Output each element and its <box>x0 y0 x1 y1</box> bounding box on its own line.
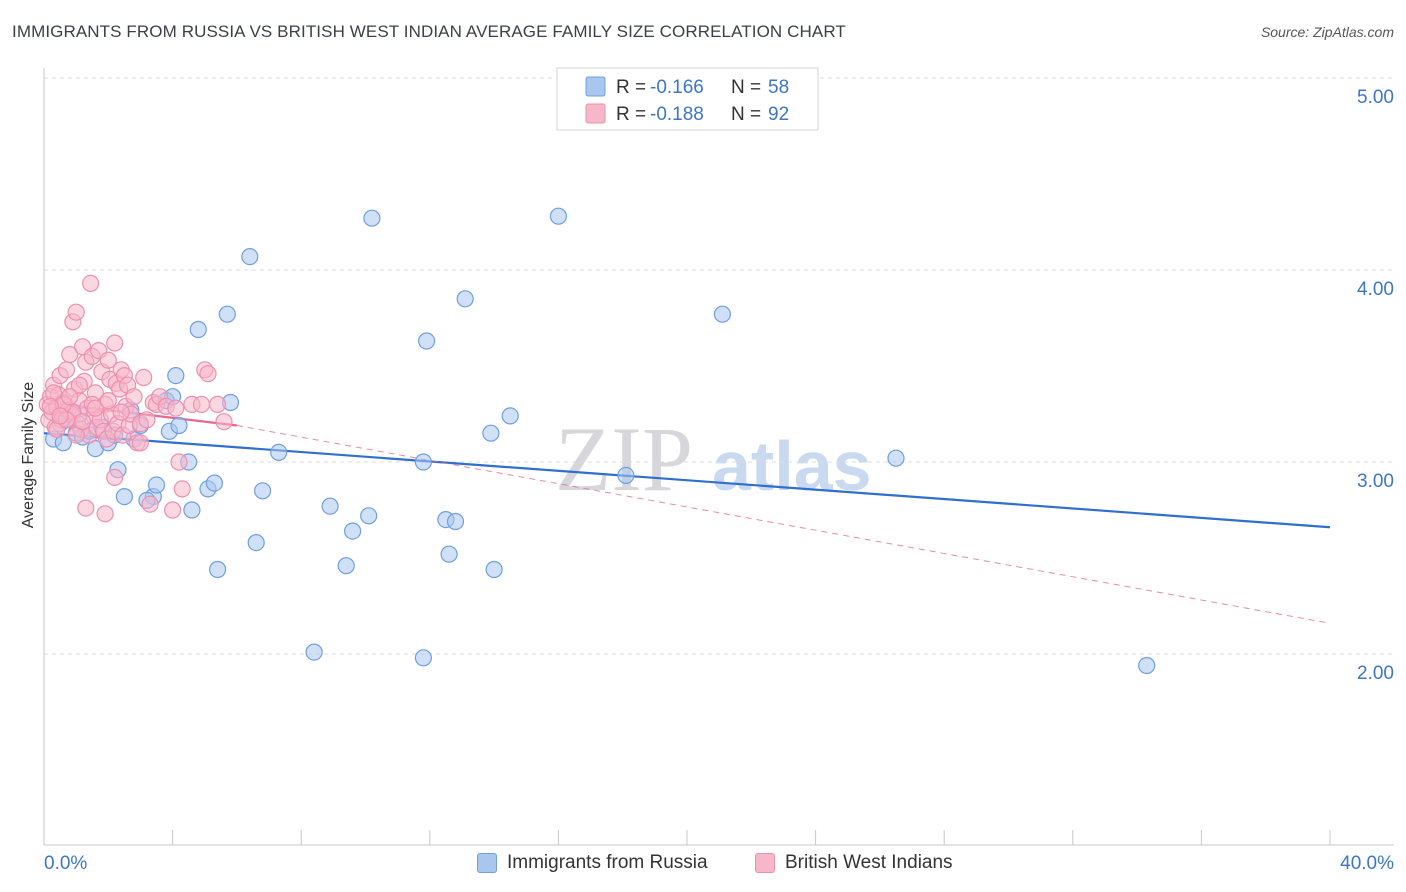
russia-point-25 <box>209 560 227 579</box>
russia-point-22 <box>189 320 207 339</box>
russia-point-45 <box>482 424 500 442</box>
bwi-point-42 <box>106 334 124 352</box>
bwi-point-18 <box>67 303 85 321</box>
legend-swatch-pink <box>585 103 606 124</box>
bwi-point-70 <box>199 365 217 383</box>
bwi-point-64 <box>167 399 185 417</box>
gridlines <box>44 77 1394 655</box>
y-axis-label: Average Family Size <box>20 382 37 529</box>
legend-n-label-pink: N = <box>731 104 761 125</box>
bwi-point-89 <box>61 388 79 406</box>
series-legend: Immigrants from Russia British West Indi… <box>0 852 1406 878</box>
russia-point-44 <box>456 290 474 308</box>
bwi-point-87 <box>112 403 130 421</box>
data-points <box>38 207 1156 675</box>
x-tick-label-right: 40.0% <box>1340 853 1394 874</box>
russia-point-46 <box>485 560 503 579</box>
russia-point-18 <box>167 367 185 385</box>
bwi-point-12 <box>57 361 76 379</box>
bwi-point-14 <box>61 345 79 364</box>
series-legend-item-russia: Immigrants from Russia <box>477 852 708 874</box>
russia-point-52 <box>1138 656 1156 675</box>
russia-point-36 <box>360 507 378 525</box>
russia-point-26 <box>218 305 236 323</box>
bwi-point-72 <box>215 413 233 431</box>
russia-point-10 <box>115 488 134 506</box>
source-credit: Source: ZipAtlas.com <box>1260 24 1394 40</box>
russia-point-29 <box>247 533 265 552</box>
y-tick-label-2: 4.00 <box>1357 279 1394 300</box>
bwi-point-68 <box>192 395 211 413</box>
bwi-point-84 <box>70 376 89 394</box>
russia-point-33 <box>321 497 339 515</box>
russia-point-32 <box>305 643 323 661</box>
bwi-point-77 <box>106 468 124 486</box>
russia-point-48 <box>549 207 568 225</box>
russia-point-43 <box>446 512 465 531</box>
russia-point-24 <box>205 474 223 492</box>
russia-point-42 <box>440 545 458 563</box>
bwi-point-53 <box>125 388 143 406</box>
legend-r-label-blue: R = <box>616 77 646 98</box>
bwi-point-56 <box>135 368 153 387</box>
russia-point-38 <box>414 453 432 471</box>
legend-r-value-pink: -0.188 <box>650 104 704 125</box>
legend-r-label-pink: R = <box>616 104 646 125</box>
russia-point-34 <box>337 557 355 575</box>
russia-point-30 <box>254 482 272 500</box>
bwi-point-58 <box>141 495 159 513</box>
series-swatch-bwi <box>755 853 775 873</box>
bwi-point-66 <box>173 480 191 498</box>
legend: R = -0.166 N = 58 R = -0.188 N = 92 <box>556 67 819 131</box>
russia-point-15 <box>147 476 166 494</box>
watermark: ZIP atlas <box>555 408 872 510</box>
bwi-point-86 <box>99 392 117 410</box>
series-label-bwi: British West Indians <box>785 852 953 873</box>
legend-swatch-blue <box>585 76 606 97</box>
y-tick-label-3: 5.00 <box>1357 87 1394 108</box>
bwi-point-85 <box>86 399 105 417</box>
legend-n-value-blue: 58 <box>768 77 789 98</box>
axes <box>43 68 1394 846</box>
russia-point-49 <box>617 466 635 484</box>
bwi-point-90 <box>73 413 92 431</box>
chart-title: IMMIGRANTS FROM RUSSIA VS BRITISH WEST I… <box>12 22 846 41</box>
legend-n-value-pink: 92 <box>768 104 789 125</box>
legend-n-label-blue: N = <box>731 77 761 98</box>
x-tick-label-left: 0.0% <box>44 853 87 874</box>
legend-r-value-blue: -0.166 <box>650 77 704 98</box>
bwi-point-91 <box>131 434 149 452</box>
watermark-atlas: atlas <box>712 427 872 505</box>
bwi-point-63 <box>164 501 182 519</box>
bwi-trend-extension <box>236 425 1331 624</box>
bwi-point-38 <box>99 351 117 369</box>
watermark-zip: ZIP <box>555 408 693 510</box>
series-swatch-russia <box>477 853 497 873</box>
bwi-point-57 <box>138 411 156 429</box>
russia-point-51 <box>887 449 905 467</box>
bwi-point-88 <box>51 407 69 425</box>
russia-point-50 <box>713 305 732 323</box>
russia-point-31 <box>270 443 288 461</box>
series-legend-item-bwi: British West Indians <box>755 852 953 874</box>
russia-point-47 <box>501 407 519 425</box>
russia-point-37 <box>363 209 381 227</box>
bwi-point-75 <box>77 499 95 517</box>
bwi-point-27 <box>81 274 100 292</box>
y-tick-labels: 2.00 3.00 4.00 5.00 <box>1357 87 1394 684</box>
russia-point-39 <box>414 649 432 667</box>
russia-point-35 <box>344 522 362 540</box>
bwi-point-71 <box>209 395 227 413</box>
y-tick-label-1: 3.00 <box>1357 471 1394 492</box>
russia-point-40 <box>418 332 436 350</box>
series-label-russia: Immigrants from Russia <box>507 852 708 873</box>
russia-trend-line <box>43 432 1331 529</box>
russia-point-21 <box>183 501 201 519</box>
y-tick-label-0: 2.00 <box>1357 663 1394 684</box>
russia-point-19 <box>170 416 188 435</box>
bwi-point-76 <box>96 505 114 523</box>
russia-point-28 <box>241 248 259 266</box>
bwi-point-65 <box>170 453 188 471</box>
